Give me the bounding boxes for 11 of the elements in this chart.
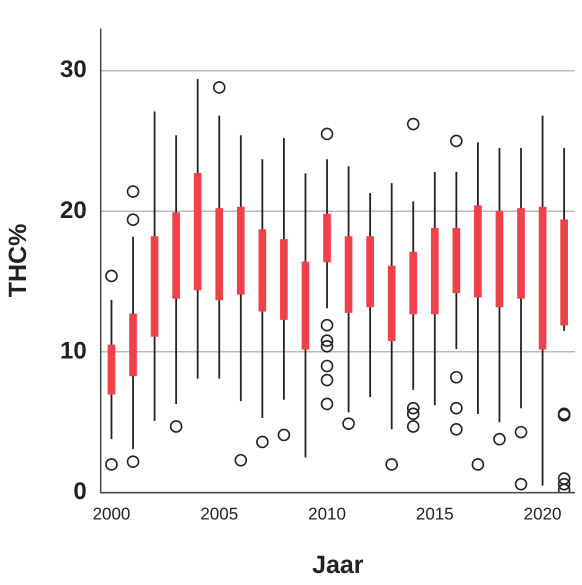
- y-tick-label: 30: [60, 56, 87, 84]
- x-tick-label: 2010: [308, 504, 346, 524]
- x-tick-label: 2005: [200, 504, 238, 524]
- x-axis-title: Jaar: [312, 550, 364, 579]
- x-tick-label: 2000: [92, 504, 130, 524]
- y-tick-label: 10: [60, 338, 87, 365]
- y-tick-label: 20: [60, 196, 87, 224]
- x-tick-label: 2015: [416, 504, 454, 524]
- y-axis-title: THC%: [4, 224, 32, 298]
- x-tick-label: 2020: [524, 504, 562, 524]
- y-tick-label: 0: [73, 478, 87, 506]
